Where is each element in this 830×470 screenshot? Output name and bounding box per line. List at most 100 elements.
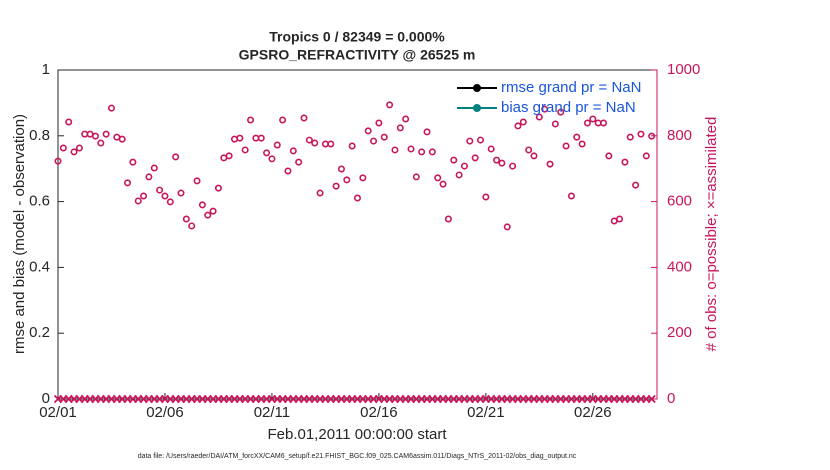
possible-marker <box>225 152 233 160</box>
possible-marker <box>172 153 180 161</box>
possible-marker <box>161 192 169 200</box>
possible-marker <box>562 142 570 150</box>
possible-marker <box>605 152 613 160</box>
possible-marker <box>493 156 501 164</box>
possible-marker <box>460 162 468 170</box>
chart-subtitle: GPSRO_REFRACTIVITY @ 26525 m <box>239 47 476 63</box>
possible-marker <box>455 171 463 179</box>
possible-marker <box>263 149 271 157</box>
x-tick-label: 02/01 <box>39 404 77 421</box>
possible-marker <box>450 156 458 164</box>
possible-marker <box>626 133 634 141</box>
possible-marker <box>648 132 656 140</box>
y-tick-label: 1 <box>42 61 50 78</box>
possible-marker <box>124 179 132 187</box>
possible-marker <box>637 130 645 138</box>
possible-marker <box>375 119 383 127</box>
possible-marker <box>311 139 319 147</box>
possible-marker <box>204 211 212 219</box>
possible-marker <box>177 189 185 197</box>
y-tick-label: 0.6 <box>29 193 50 210</box>
possible-marker <box>284 167 292 175</box>
x-axis-label: Feb.01,2011 00:00:00 start <box>267 426 447 443</box>
possible-marker <box>343 176 351 184</box>
possible-marker <box>348 142 356 150</box>
y2-tick-label: 400 <box>667 258 692 275</box>
possible-marker <box>444 215 452 223</box>
assimilated-marker <box>647 394 656 404</box>
possible-marker <box>370 137 378 145</box>
possible-marker <box>70 148 78 156</box>
possible-marker <box>102 130 110 138</box>
possible-marker <box>337 165 345 173</box>
possible-marker <box>407 145 415 153</box>
possible-marker <box>134 197 142 205</box>
possible-marker <box>305 136 313 144</box>
possible-marker <box>156 186 164 194</box>
possible-marker <box>75 144 83 152</box>
y2-tick-label: 0 <box>667 390 675 407</box>
possible-marker <box>519 118 527 126</box>
possible-marker <box>118 135 126 143</box>
possible-marker <box>193 177 201 185</box>
possible-marker <box>546 160 554 168</box>
possible-marker <box>487 145 495 153</box>
possible-marker <box>498 159 506 167</box>
y2-tick-label: 200 <box>667 324 692 341</box>
possible-marker <box>509 162 517 170</box>
possible-marker <box>391 146 399 154</box>
y2-axis-label: # of obs: o=possible; ×=assimilated <box>703 117 720 352</box>
possible-marker <box>295 158 303 166</box>
legend-label: bias grand pr = NaN <box>501 99 636 116</box>
legend-label: rmse grand pr = NaN <box>501 79 641 96</box>
possible-marker <box>380 133 388 141</box>
x-tick-label: 02/06 <box>146 404 184 421</box>
possible-marker <box>402 115 410 123</box>
possible-marker <box>59 144 67 152</box>
possible-marker <box>525 146 533 154</box>
possible-marker <box>97 139 105 147</box>
possible-marker <box>364 127 372 135</box>
possible-marker <box>65 118 73 126</box>
possible-marker <box>214 184 222 192</box>
possible-marker <box>359 174 367 182</box>
possible-marker <box>482 193 490 201</box>
possible-marker <box>573 133 581 141</box>
y-axis-label: rmse and bias (model - observation) <box>11 114 28 354</box>
y2-tick-label: 1000 <box>667 61 700 78</box>
possible-marker <box>583 119 591 127</box>
possible-marker <box>567 192 575 200</box>
possible-marker <box>530 152 538 160</box>
possible-marker <box>428 148 436 156</box>
possible-marker <box>327 140 335 148</box>
y-tick-label: 0.4 <box>29 258 50 275</box>
possible-marker <box>514 122 522 130</box>
possible-marker <box>423 128 431 136</box>
possible-marker <box>54 157 62 165</box>
possible-marker <box>642 152 650 160</box>
possible-marker <box>107 104 115 112</box>
y-tick-label: 0.8 <box>29 127 50 144</box>
y-tick-label: 0.2 <box>29 324 50 341</box>
x-tick-label: 02/21 <box>467 404 505 421</box>
possible-marker <box>209 207 217 215</box>
footnote: data file: /Users/raeder/DAI/ATM_forcXX/… <box>138 453 577 460</box>
possible-marker <box>198 201 206 209</box>
possible-marker <box>268 155 276 163</box>
possible-marker <box>439 180 447 188</box>
possible-marker <box>316 189 324 197</box>
chart-title: Tropics 0 / 82349 = 0.000% <box>269 29 445 45</box>
possible-marker <box>632 181 640 189</box>
x-tick-label: 02/16 <box>360 404 398 421</box>
possible-marker <box>578 140 586 148</box>
possible-marker <box>551 120 559 128</box>
possible-marker <box>182 215 190 223</box>
possible-marker <box>273 141 281 149</box>
possible-marker <box>386 101 394 109</box>
possible-marker <box>140 192 148 200</box>
possible-marker <box>535 113 543 121</box>
possible-marker <box>241 146 249 154</box>
possible-marker <box>466 137 474 145</box>
